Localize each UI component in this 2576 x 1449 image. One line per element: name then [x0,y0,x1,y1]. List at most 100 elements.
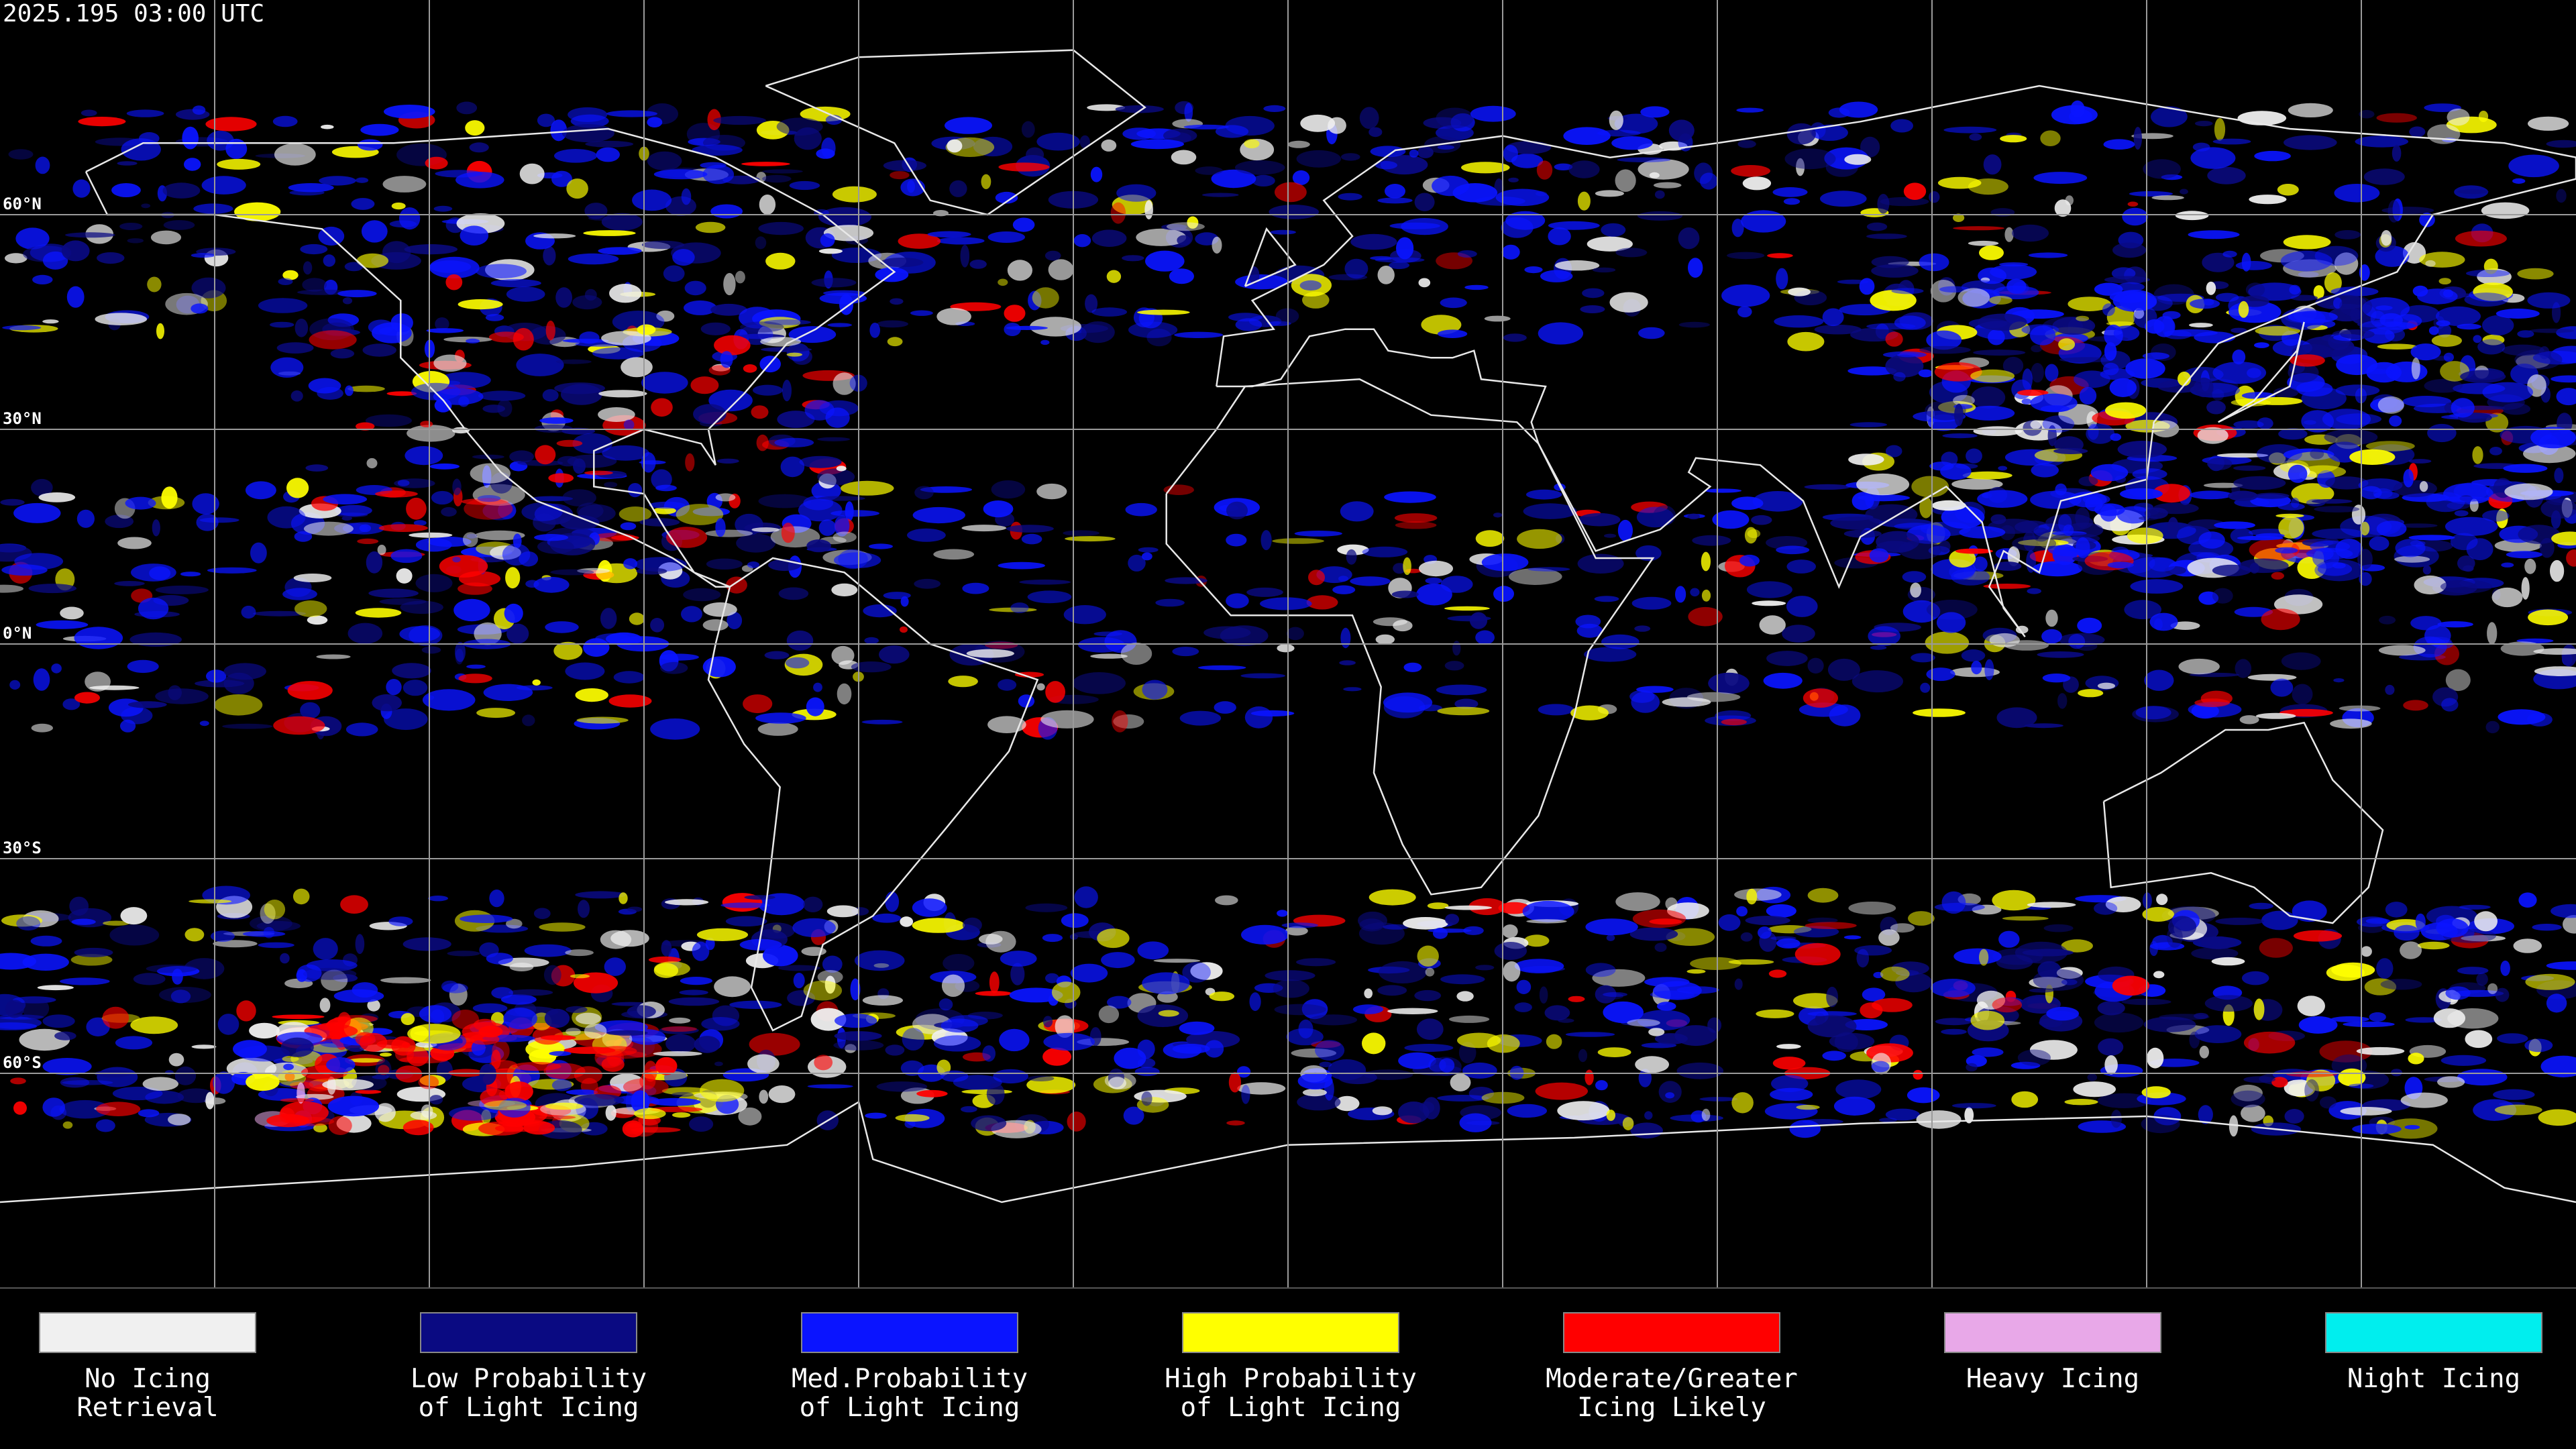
icing-patch [1025,903,1068,912]
icing-patch [192,105,206,115]
icing-patch [578,900,590,918]
icing-patch [1286,1028,1324,1046]
icing-patch [341,516,352,521]
icing-patch [2253,492,2290,499]
icing-patch [1992,997,2023,1013]
icing-patch [713,115,766,125]
icing-patch [2031,363,2044,383]
icing-patch [1807,888,1839,903]
icing-patch [2254,150,2291,162]
coastline [1165,378,1655,896]
icing-patch [2394,555,2430,563]
icing-patch [1807,1011,1857,1017]
icing-patch [2149,612,2178,631]
icing-patch [1636,506,1674,528]
icing-patch [1555,260,1600,271]
icing-patch [2097,682,2116,690]
icing-patch [1436,107,1474,129]
icing-patch [213,1071,235,1094]
icing-patch [355,608,402,618]
icing-patch [1503,961,1521,982]
icing-patch [1526,919,1567,924]
icing-patch [710,204,743,219]
icing-patch [850,978,861,1001]
icing-patch [2064,1099,2098,1106]
icing-patch [651,469,672,490]
icing-patch [1919,496,1933,519]
icing-patch [494,1124,524,1132]
icing-patch [1398,1102,1430,1124]
icing-patch [2349,449,2396,466]
icing-patch [1315,1040,1345,1061]
icing-patch [1903,182,1927,201]
icing-patch [2206,281,2216,295]
icing-patch [710,303,747,316]
icing-patch [2288,464,2308,483]
icing-patch [439,372,491,389]
icing-patch [292,888,310,905]
icing-patch [653,169,708,180]
icing-patch [476,708,515,718]
icing-patch [1739,554,1760,567]
icing-patch [2074,370,2110,388]
icing-patch [305,464,329,472]
icing-patch [31,478,53,496]
icing-patch [551,1079,572,1091]
icing-patch [1885,445,1902,458]
latitude-labels: 60°N30°N0°N30°S60°S [3,195,42,1072]
icing-patch [303,261,313,275]
icing-patch [2352,1124,2402,1134]
icing-patch [61,240,90,262]
icing-patch [60,606,84,620]
icing-patch [1048,259,1074,280]
icing-patch [1523,934,1550,947]
icing-patch [1163,484,1194,495]
icing-patch [1998,466,2008,471]
icing-patch [1737,140,1756,148]
icing-patch [693,404,727,425]
icing-patch [286,478,309,498]
icing-patch [1972,556,1988,572]
icing-patch [1470,105,1516,122]
icing-patch [129,632,182,647]
icing-patch [62,698,80,710]
icing-patch [193,203,233,214]
icing-patch [2391,1069,2402,1077]
icing-patch [605,1105,616,1121]
icing-patch [1973,350,2026,356]
icing-patch [2139,516,2159,521]
icing-patch [486,953,513,965]
icing-patch [1294,531,1343,537]
icing-patch [2415,913,2426,930]
icing-patch [1896,353,1919,358]
icing-patch [1437,145,1454,150]
icing-patch [760,337,801,347]
icing-patch [1452,641,1461,656]
icing-patch [1580,305,1605,313]
icing-patch [484,1100,527,1111]
icing-patch [2032,527,2050,542]
icing-patch [1419,560,1453,577]
icing-patch [1101,139,1117,152]
icing-patch [357,139,383,151]
icing-patch [753,384,783,396]
icing-patch [1538,704,1574,716]
icing-patch [1701,1108,1711,1121]
icing-patch [1789,1120,1821,1138]
icing-patch [2141,1086,2171,1099]
icing-patch [1814,324,1862,335]
icing-patch [328,1116,352,1135]
icing-patch [936,308,971,325]
icing-patch [653,963,679,978]
icing-patch [749,1032,800,1056]
icing-patch [1771,1075,1809,1093]
icing-patch [1115,105,1164,113]
icing-patch [2373,491,2400,500]
icing-patch [2473,335,2482,343]
icing-patch [1701,589,1711,602]
icing-patch [2317,561,2353,576]
icing-patch [2551,531,2576,546]
icing-patch [1338,1071,1377,1085]
icing-patch [280,1098,315,1103]
icing-patch [834,552,881,568]
